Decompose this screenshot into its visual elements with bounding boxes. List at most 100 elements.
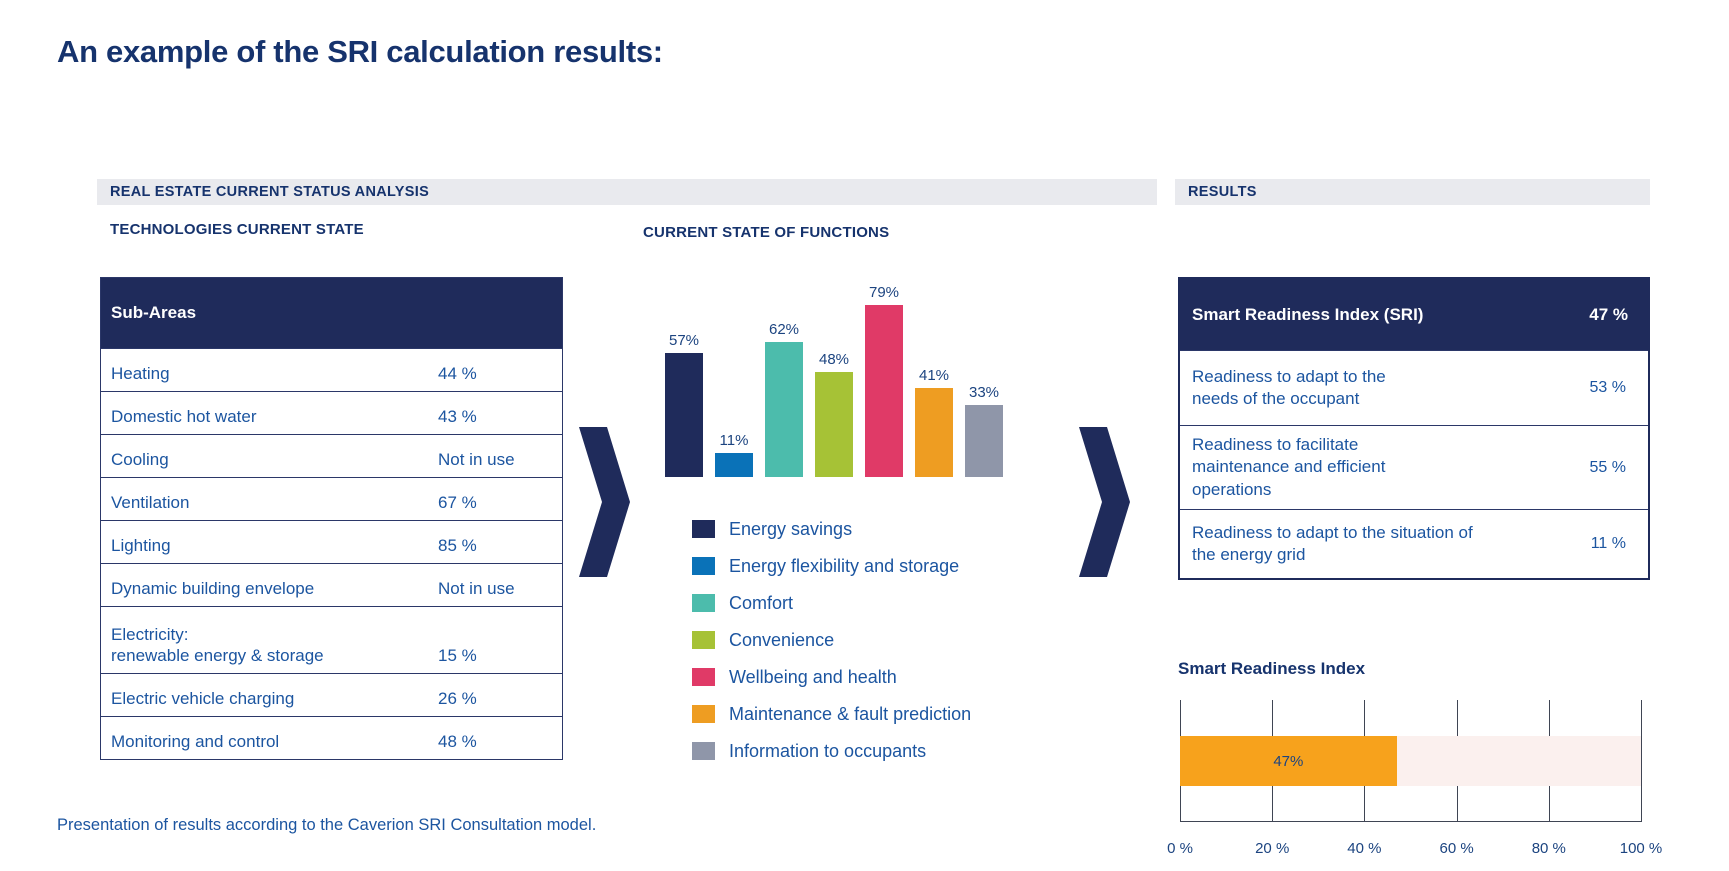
legend-label: Information to occupants <box>729 740 927 761</box>
gauge-track: 47% <box>1180 736 1641 786</box>
bar-value-label: 41% <box>918 367 950 384</box>
row-label: Monitoring and control <box>111 731 280 751</box>
chevron-right-icon <box>579 427 630 577</box>
row-value: 67 % <box>438 493 477 512</box>
legend-label: Energy savings <box>729 518 853 539</box>
table-row-heating: Heating 44 % <box>101 348 562 391</box>
technologies-table: Sub-Areas Heating 44 % Domestic hot wate… <box>100 277 563 760</box>
bar-value-label: 11% <box>719 432 749 449</box>
gauge-tick-labels: 0 % 20 % 40 % 60 % 80 % 100 % <box>1167 840 1662 860</box>
table-row-dynamic-building-envelope: Dynamic building envelope Not in use <box>101 563 562 606</box>
table-row-electricity-renewables: Electricity: renewable energy & storage … <box>101 606 562 673</box>
sri-header-value: 47 % <box>1589 304 1628 324</box>
legend-label: Wellbeing and health <box>729 666 897 687</box>
row-value: 15 % <box>438 646 477 665</box>
row-label: Domestic hot water <box>111 406 257 426</box>
gauge-tick-label: 80 % <box>1531 840 1566 857</box>
bar-column-energy-flexibility: 11% <box>715 282 753 477</box>
bar-column-convenience: 48% <box>815 282 853 477</box>
row-label: Cooling <box>111 449 169 469</box>
bar-value-label: 33% <box>968 384 1000 401</box>
table-row-lighting: Lighting 85 % <box>101 520 562 563</box>
legend-swatch <box>692 520 715 538</box>
bar-information <box>965 405 1003 477</box>
row-value: Not in use <box>438 450 515 469</box>
row-label: Readiness to facilitate maintenance and … <box>1192 435 1386 499</box>
gauge-axis-line <box>1180 821 1643 822</box>
bar-energy-savings <box>665 353 703 477</box>
sri-header-label: Smart Readiness Index (SRI) <box>1192 304 1424 324</box>
sri-gauge-chart: 47% 0 % 20 % 40 % 60 % 80 % 100 % <box>1167 700 1662 857</box>
results-row-energy-grid: Readiness to adapt to the situation of t… <box>1180 509 1648 578</box>
sri-gauge-title: Smart Readiness Index <box>1178 659 1366 678</box>
table-row-domestic-hot-water: Domestic hot water 43 % <box>101 391 562 434</box>
functions-legend: Energy savings Energy flexibility and st… <box>692 518 972 761</box>
legend-swatch <box>692 631 715 649</box>
results-section-band: RESULTS <box>1175 179 1650 205</box>
gauge-value-label: 47% <box>1273 752 1304 770</box>
results-row-occupant-needs: Readiness to adapt to the needs of the o… <box>1180 350 1648 425</box>
legend-swatch <box>692 557 715 575</box>
analysis-band-label: REAL ESTATE CURRENT STATUS ANALYSIS <box>110 184 430 200</box>
results-table: Smart Readiness Index (SRI) 47 % Readine… <box>1178 277 1650 580</box>
gauge-tick-label: 0 % <box>1167 840 1193 857</box>
row-value: 53 % <box>1589 379 1626 396</box>
results-band-label: RESULTS <box>1188 184 1257 200</box>
analysis-section-band: REAL ESTATE CURRENT STATUS ANALYSIS <box>97 179 1157 205</box>
table-row-electric-vehicle-charging: Electric vehicle charging 26 % <box>101 673 562 716</box>
legend-swatch <box>692 742 715 760</box>
bar-energy-flexibility <box>715 453 753 477</box>
legend-item-comfort: Comfort <box>692 593 971 613</box>
row-value: Not in use <box>438 579 515 598</box>
row-value: 11 % <box>1590 535 1626 552</box>
legend-item-wellbeing: Wellbeing and health <box>692 666 971 687</box>
legend-swatch <box>692 594 715 612</box>
row-label: Ventilation <box>111 492 190 512</box>
gauge-tick-label: 100 % <box>1619 840 1663 857</box>
gauge-tick-label: 20 % <box>1255 840 1290 857</box>
technologies-table-header: Sub-Areas <box>101 278 562 348</box>
row-label: Electricity: renewable energy & storage <box>111 624 324 665</box>
bar-comfort <box>765 342 803 477</box>
legend-item-maintenance: Maintenance & fault prediction <box>692 703 972 724</box>
gauge-tick-label: 40 % <box>1347 840 1382 857</box>
bar-column-wellbeing: 79% <box>865 282 903 477</box>
table-row-ventilation: Ventilation 67 % <box>101 477 562 520</box>
bar-value-label: 57% <box>668 332 700 349</box>
legend-swatch <box>692 668 715 686</box>
bar-value-label: 48% <box>818 351 850 368</box>
row-label: Readiness to adapt to the situation of t… <box>1192 522 1473 564</box>
row-value: 26 % <box>438 689 477 708</box>
legend-swatch <box>692 705 715 723</box>
sub-areas-label: Sub-Areas <box>111 303 197 322</box>
bar-wellbeing <box>865 305 903 477</box>
legend-label: Maintenance & fault prediction <box>729 703 972 724</box>
legend-label: Convenience <box>729 629 835 650</box>
row-label: Lighting <box>111 535 171 555</box>
current-state-of-functions-header: CURRENT STATE OF FUNCTIONS <box>643 224 890 241</box>
footer-note: Presentation of results according to the… <box>57 816 597 834</box>
bar-convenience <box>815 372 853 477</box>
legend-label: Energy flexibility and storage <box>729 555 960 576</box>
row-value: 44 % <box>438 364 477 383</box>
bar-maintenance <box>915 388 953 477</box>
gauge-gridline <box>1641 700 1642 822</box>
page-title: An example of the SRI calculation result… <box>57 34 663 69</box>
bar-column-energy-savings: 57% <box>665 282 703 477</box>
bar-column-information: 33% <box>965 282 1003 477</box>
table-row-cooling: Cooling Not in use <box>101 434 562 477</box>
row-label: Dynamic building envelope <box>111 578 315 598</box>
row-label: Readiness to adapt to the needs of the o… <box>1192 366 1386 408</box>
row-value: 48 % <box>438 732 477 751</box>
row-label: Electric vehicle charging <box>111 688 295 708</box>
chevron-right-icon <box>1079 427 1130 577</box>
functions-bar-chart: 57% 11% 62% 48% 79% 41% 33% <box>665 282 1005 477</box>
row-label: Heating <box>111 363 170 383</box>
bar-value-label: 79% <box>868 284 900 301</box>
legend-item-convenience: Convenience <box>692 629 971 650</box>
results-table-header: Smart Readiness Index (SRI) 47 % <box>1180 279 1648 350</box>
gauge-value-bar: 47% <box>1180 736 1397 786</box>
gauge-tick-label: 60 % <box>1439 840 1474 857</box>
legend-item-information: Information to occupants <box>692 740 971 761</box>
